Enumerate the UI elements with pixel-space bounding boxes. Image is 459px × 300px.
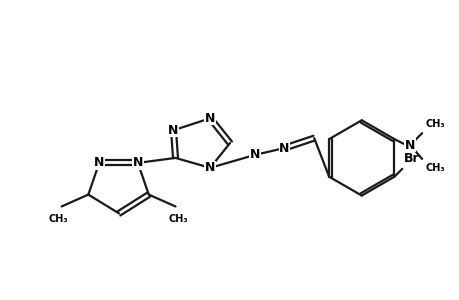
Text: CH₃: CH₃: [424, 119, 444, 129]
Text: N: N: [205, 161, 215, 174]
Text: N: N: [132, 156, 143, 170]
Text: N: N: [205, 112, 215, 125]
Text: N: N: [94, 156, 104, 170]
Text: CH₃: CH₃: [49, 214, 68, 224]
Text: N: N: [404, 139, 414, 152]
Text: Br: Br: [403, 152, 419, 165]
Text: CH₃: CH₃: [168, 214, 188, 224]
Text: N: N: [279, 142, 289, 154]
Text: N: N: [249, 148, 259, 161]
Text: CH₃: CH₃: [424, 163, 444, 173]
Text: N: N: [168, 124, 179, 137]
